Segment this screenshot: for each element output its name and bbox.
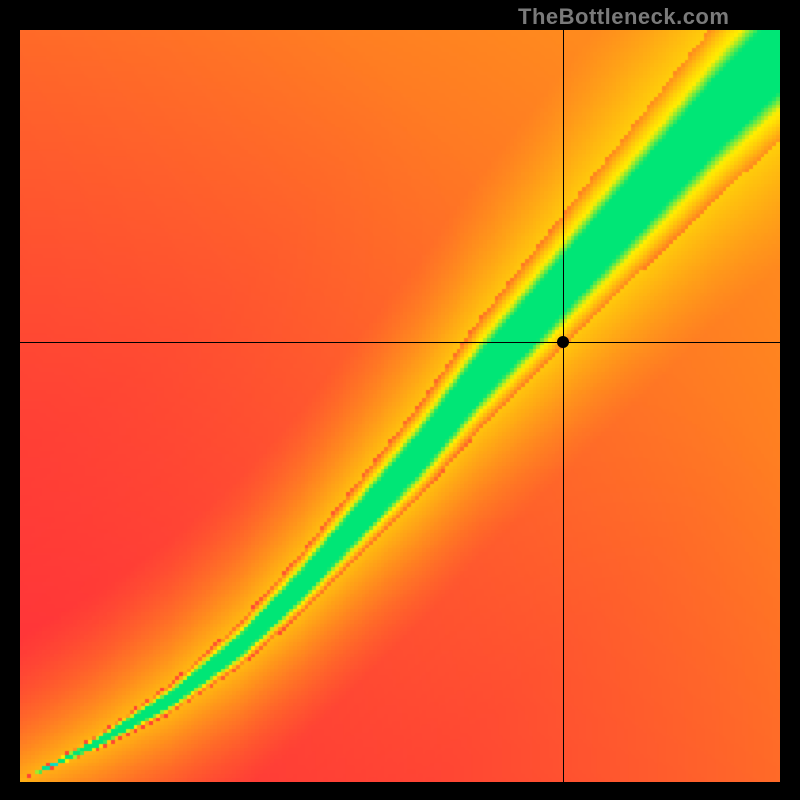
crosshair-vertical — [563, 30, 564, 782]
crosshair-horizontal — [20, 342, 780, 343]
watermark-label: TheBottleneck.com — [518, 4, 729, 30]
plot-area — [20, 30, 780, 782]
bottleneck-heatmap — [20, 30, 780, 782]
